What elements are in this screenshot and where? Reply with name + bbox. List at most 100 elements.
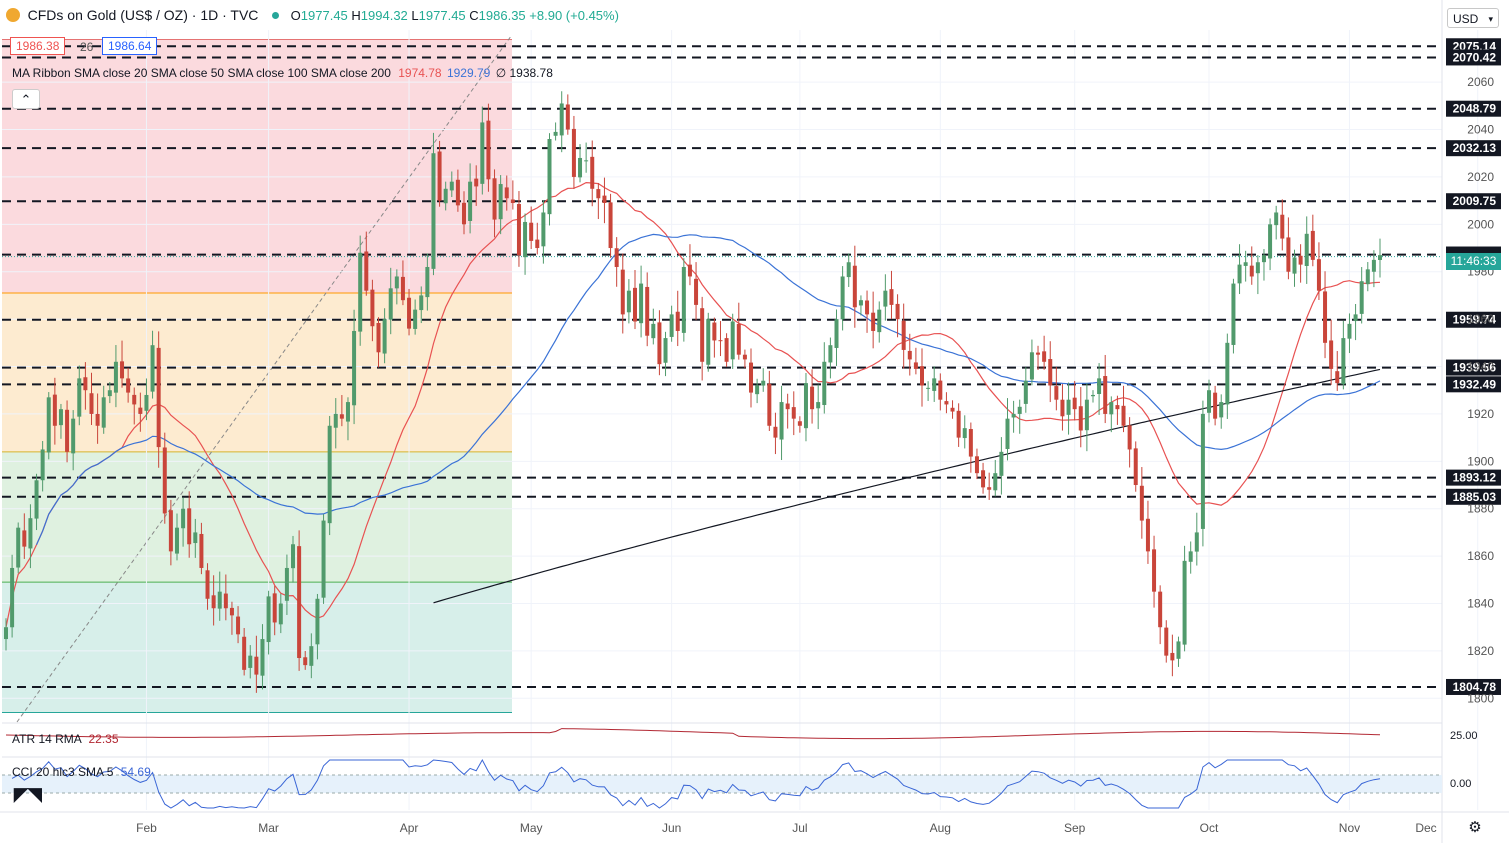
currency-select[interactable]: USD ▾ [1447,8,1499,28]
candle [1298,244,1303,283]
candle [950,400,955,419]
candle [626,279,631,324]
candle [407,288,412,336]
tradingview-logo[interactable]: ◤◥ [14,784,42,805]
candle [1005,398,1010,461]
candle-body [828,345,833,363]
level-tag-text: 1932.49 [1453,377,1497,391]
candle-body [687,264,692,277]
candle-body [443,188,448,204]
chevron-up-icon: ⌃ [20,92,32,107]
atr-legend[interactable]: ATR 14 RMA 22.35 [12,732,119,746]
candle [1048,341,1053,403]
candle-body [1274,212,1279,226]
candle [83,362,88,410]
candle-body [1054,386,1059,400]
candle-body [999,451,1004,476]
price-tick-label: 1960 [1467,312,1494,326]
candle-body [205,570,210,599]
candle-body [400,276,405,301]
candle-body [657,322,662,365]
candle-body [1335,371,1340,384]
candle [559,91,564,153]
cci-value: 54.69 [120,765,151,779]
candle [382,308,387,364]
level-price-tag: 2070.42 [1446,49,1501,66]
atr-label: ATR 14 RMA [12,732,82,746]
candle-body [431,153,436,269]
level-tag-text: 1959.74 [1453,313,1497,327]
candle [46,392,51,460]
candle [1182,545,1187,652]
candle-body [1127,425,1132,450]
candle [284,554,289,615]
candle-body [889,289,894,305]
change-value: +8.90 (+0.45%) [529,8,619,23]
candle [968,422,973,473]
candle-body [559,103,564,136]
level-tag-text: 2048.79 [1453,102,1497,116]
candle [327,415,332,536]
candle [58,403,63,439]
candle-body [1170,652,1175,661]
collapse-legend-button[interactable]: ⌃ [12,89,40,109]
candle-body [474,178,479,187]
cci-legend[interactable]: CCI 20 hlc3 SMA 5 54.69 [12,765,151,779]
price-axis[interactable]: 2075.142070.422048.792032.132009.751987.… [1441,0,1501,843]
candle-body [950,407,955,412]
candle-body [779,402,784,440]
candle-body [266,596,271,643]
cci-label: CCI 20 hlc3 SMA 5 [12,765,114,779]
candle-body [211,595,216,609]
candle [797,416,802,433]
candle [254,635,259,693]
candle [260,624,265,690]
candle [1090,390,1095,403]
candle [657,310,662,376]
candle-body [144,394,149,411]
candle-body [1121,405,1126,426]
candle-body [1292,257,1297,274]
candle-body [22,530,27,547]
candle [822,342,827,414]
candle [1292,249,1297,287]
candle [1170,634,1175,677]
candle-body [541,212,546,247]
time-axis[interactable]: Feb Mar Apr May Jun Jul Aug Sep Oct Nov Dec [0,811,1509,835]
candle [431,132,436,276]
candle [22,513,27,559]
candle-body [193,532,198,544]
candle [675,290,680,347]
candle [681,258,686,342]
candle [1255,255,1260,295]
buy-price-box[interactable]: 1986.64 [102,37,158,55]
time-tick-label: Feb [136,821,157,835]
candle [211,575,216,626]
ma-ribbon-legend[interactable]: MA Ribbon SMA close 20 SMA close 50 SMA … [12,66,553,80]
candle [1280,199,1285,251]
symbol-header[interactable]: CFDs on Gold (US$ / OZ) · 1D · TVC O1977… [6,7,619,23]
candle [1316,242,1321,300]
candle [1231,278,1236,354]
candle-body [681,266,686,333]
candle-body [565,104,570,130]
close-label: C [469,8,479,23]
settings-button[interactable]: ⚙ [1466,818,1484,836]
spread-value: 26 [80,40,94,54]
sell-price-box[interactable]: 1986.38 [10,37,66,55]
candle [71,410,76,471]
candle [1017,399,1022,434]
candle [1060,384,1065,431]
candle [120,340,125,388]
candle [773,412,778,455]
candle-body [394,276,399,289]
candle-body [333,413,338,428]
price-tick-label: 2040 [1467,123,1494,137]
candle-body [248,655,253,668]
candle-body [462,202,466,225]
candle-body [749,362,754,393]
candle-body [217,591,222,609]
candle [443,181,448,211]
candle-body [284,567,289,601]
